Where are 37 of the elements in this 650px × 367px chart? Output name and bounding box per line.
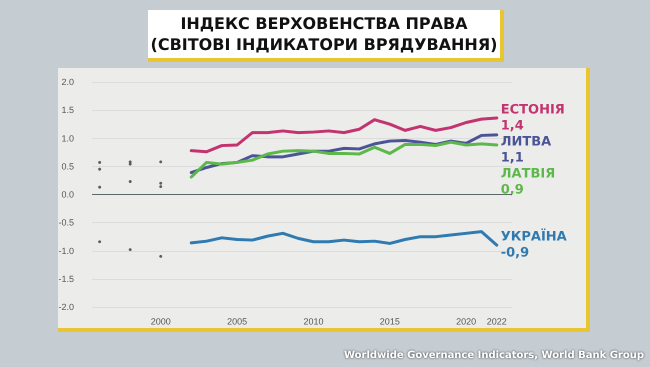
point [128, 248, 132, 252]
point [98, 168, 102, 171]
x-tick-label: 2000 [150, 316, 171, 326]
y-tick-label: -2.0 [58, 302, 74, 312]
point [98, 160, 102, 164]
series-label: ЛАТВІЯ [500, 166, 556, 182]
x-tick-label: 2015 [380, 316, 400, 326]
y-tick-label: -1.0 [58, 246, 74, 256]
point [159, 182, 162, 185]
x-tick-label: 2005 [227, 316, 248, 326]
y-tick-label: -1.5 [58, 274, 74, 284]
line-series [190, 230, 498, 247]
y-tick-label: -0.5 [58, 218, 74, 228]
point [128, 180, 132, 184]
point [159, 254, 162, 258]
y-tick-label: 0.0 [61, 190, 74, 200]
data-label: 1,4 [500, 118, 524, 134]
text: Worldwide Governance Indicators, World Bank Group [344, 350, 644, 361]
x-tick-label: 2022 [486, 316, 507, 326]
line-series [190, 116, 498, 154]
point [98, 186, 102, 189]
x-tick-label: 2010 [303, 316, 324, 326]
series-label: ЛИТВА [500, 134, 552, 150]
data-label: 0,9 [500, 182, 524, 198]
y-tick-label: 0.5 [61, 161, 74, 172]
point [159, 185, 162, 188]
point [128, 162, 132, 166]
data-label: 1,1 [500, 150, 524, 166]
y-tick-label: 1.5 [61, 105, 74, 116]
data-label: -0,9 [500, 246, 530, 261]
series-label: ЕСТОНІЯ [500, 102, 565, 118]
y-tick-label: 1.0 [61, 133, 74, 144]
x-tick-label: 2020 [456, 316, 476, 326]
line-series [190, 140, 498, 179]
y-tick-label: 2.0 [61, 77, 74, 87]
point [159, 160, 162, 164]
series-label: УКРАЇНА [500, 228, 567, 245]
